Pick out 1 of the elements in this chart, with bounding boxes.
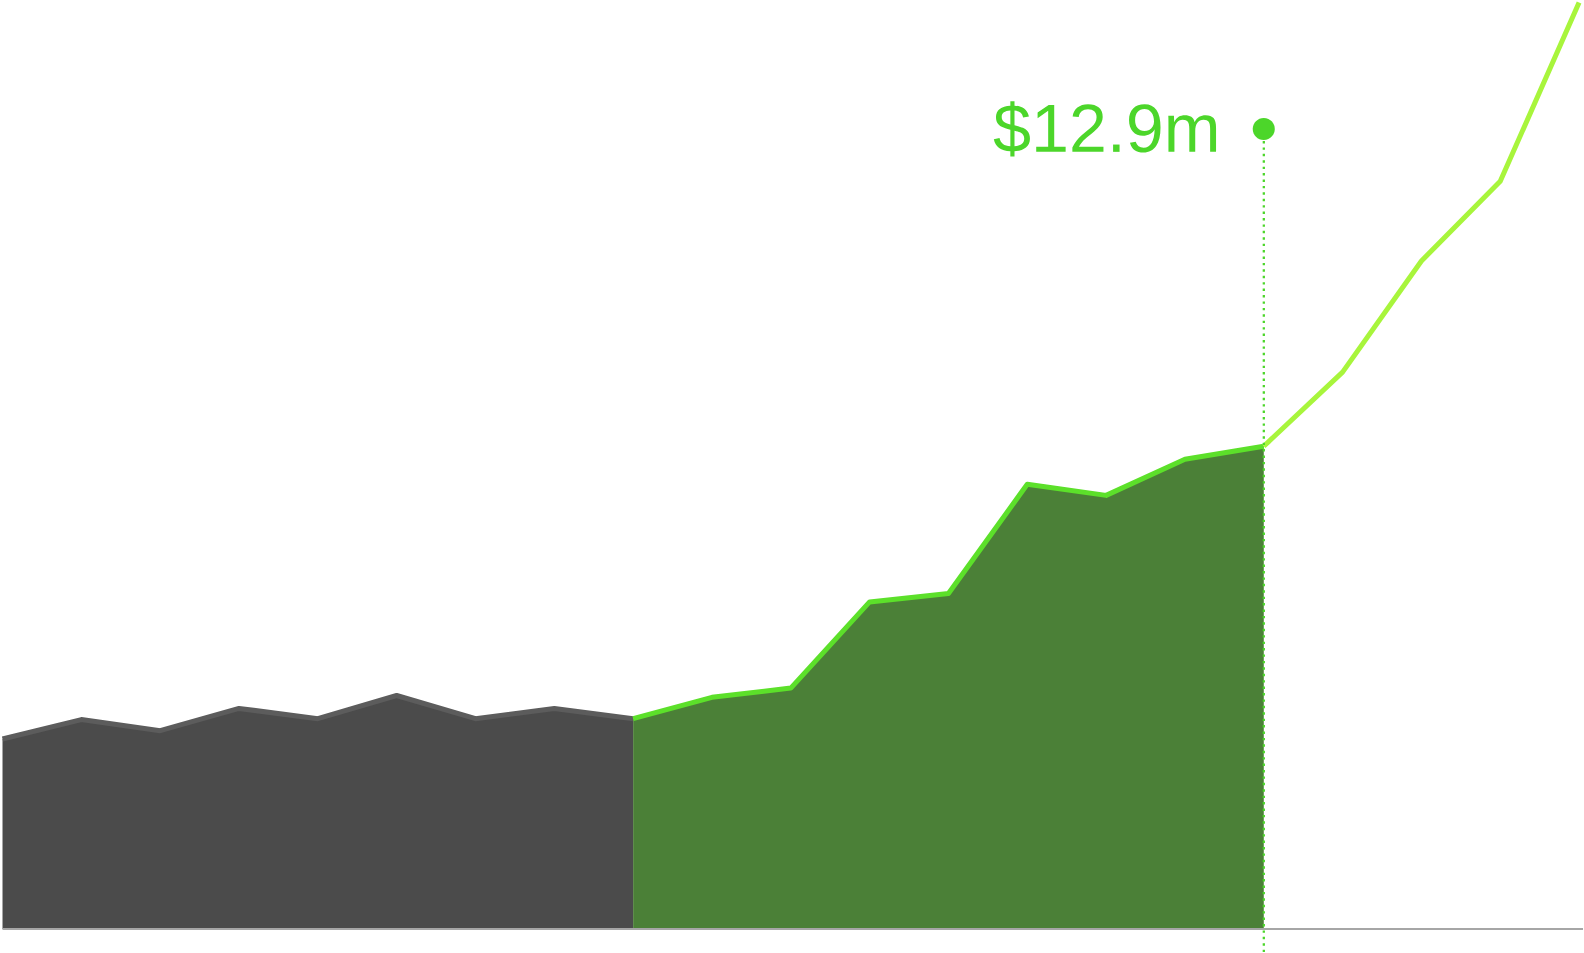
annotation: $12.9m [993,101,1217,157]
